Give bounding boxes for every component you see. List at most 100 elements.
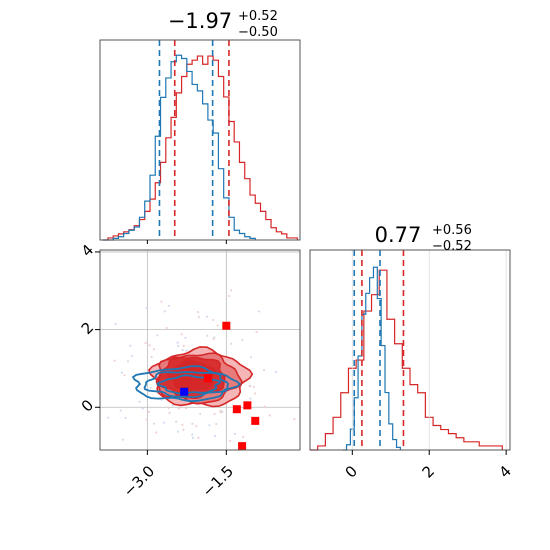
scatter-point bbox=[242, 435, 245, 439]
scatter-point bbox=[182, 428, 185, 432]
scatter-point bbox=[120, 371, 124, 374]
scatter-point bbox=[212, 337, 215, 341]
axes-frame-top bbox=[99, 39, 301, 241]
x-tick-label-right-1: 2 bbox=[419, 462, 438, 481]
scatter-point bbox=[252, 385, 255, 388]
scatter-point bbox=[107, 416, 110, 419]
scatter-point bbox=[171, 404, 174, 407]
x-tick-label-right-2: 4 bbox=[496, 462, 515, 481]
scatter-point bbox=[191, 436, 194, 440]
scatter-point bbox=[215, 422, 218, 426]
scatter-point bbox=[145, 306, 148, 309]
red-square-marker-2 bbox=[243, 401, 252, 410]
scatter-point bbox=[168, 411, 171, 415]
scatter-point bbox=[253, 392, 257, 395]
scatter-point bbox=[165, 326, 168, 330]
scatter-point bbox=[195, 425, 198, 428]
scatter-point bbox=[152, 348, 155, 351]
axes-frame-right bbox=[309, 249, 511, 451]
scatter-point bbox=[163, 310, 166, 313]
scatter-point bbox=[124, 416, 127, 419]
scatter-point bbox=[121, 438, 125, 441]
blue-histogram-param1 bbox=[102, 54, 256, 241]
scatter-point bbox=[155, 431, 158, 434]
scatter-point bbox=[181, 423, 184, 426]
x-tick-label-right-0: 0 bbox=[342, 462, 361, 481]
scatter-point bbox=[167, 304, 170, 307]
title-param2: 0.77 bbox=[375, 223, 422, 247]
scatter-point bbox=[126, 360, 130, 363]
y-tick-label-joint-1: 2 bbox=[78, 318, 97, 337]
scatter-point bbox=[156, 334, 159, 337]
scatter-point bbox=[213, 434, 217, 437]
scatter-point bbox=[249, 385, 252, 388]
scatter-point bbox=[230, 342, 233, 345]
x-tick-label-joint-1: −1.5 bbox=[199, 462, 237, 500]
scatter-point bbox=[129, 344, 132, 347]
scatter-point bbox=[148, 344, 151, 347]
scatter-point bbox=[216, 324, 219, 327]
red-histogram-param1 bbox=[102, 55, 298, 241]
scatter-point bbox=[191, 433, 194, 436]
scatter-point bbox=[176, 430, 180, 433]
red-square-marker-0 bbox=[222, 321, 231, 330]
scatter-point bbox=[229, 439, 232, 442]
scatter-point bbox=[199, 412, 202, 416]
scatter-point bbox=[255, 330, 258, 334]
scatter-point bbox=[249, 397, 252, 400]
scatter-point bbox=[213, 412, 216, 416]
scatter-point bbox=[249, 356, 253, 359]
scatter-point bbox=[293, 417, 296, 421]
scatter-point bbox=[160, 300, 163, 303]
scatter-point bbox=[181, 348, 184, 352]
scatter-point bbox=[197, 436, 200, 439]
scatter-point bbox=[205, 315, 209, 318]
scatter-point bbox=[263, 405, 266, 408]
scatter-point bbox=[153, 422, 156, 425]
scatter-point bbox=[180, 333, 183, 336]
scatter-point bbox=[196, 310, 200, 314]
scatter-point bbox=[241, 338, 244, 341]
scatter-point bbox=[233, 432, 237, 435]
blue-histogram-param2 bbox=[342, 266, 401, 451]
scatter-point bbox=[184, 336, 187, 339]
scatter-point bbox=[138, 400, 141, 403]
red-square-marker-5 bbox=[238, 442, 247, 451]
x-tick-label-joint-0: −3.0 bbox=[120, 462, 158, 500]
scatter-point bbox=[176, 341, 179, 344]
scatter-point bbox=[130, 354, 134, 357]
scatter-point bbox=[228, 294, 231, 298]
blue-contour-0 bbox=[131, 365, 242, 403]
scatter-point bbox=[114, 322, 117, 325]
scatter-point bbox=[144, 341, 147, 345]
scatter-point bbox=[262, 368, 266, 372]
scatter-point bbox=[113, 359, 116, 362]
scatter-point bbox=[141, 407, 144, 410]
axes-frame-joint bbox=[99, 249, 301, 451]
scatter-point bbox=[230, 289, 233, 292]
scatter-point bbox=[219, 409, 222, 412]
scatter-point bbox=[268, 414, 271, 417]
scatter-point bbox=[182, 344, 185, 348]
title-param1: −1.97 bbox=[168, 9, 232, 33]
y-tick-label-joint-0: 0 bbox=[78, 396, 97, 415]
title-param2-upper: +0.56 bbox=[432, 223, 472, 238]
title-param1-upper: +0.52 bbox=[238, 9, 278, 24]
scatter-point bbox=[119, 409, 122, 412]
scatter-point bbox=[184, 407, 188, 410]
panel-param1-histogram: −1.97 +0.52−0.50 bbox=[99, 9, 301, 244]
scatter-point bbox=[212, 318, 215, 322]
scatter-point bbox=[185, 349, 188, 352]
scatter-point bbox=[150, 355, 153, 359]
red-square-marker-1 bbox=[203, 374, 212, 383]
scatter-point bbox=[257, 310, 261, 313]
scatter-point bbox=[163, 421, 166, 424]
red-square-marker-3 bbox=[232, 405, 241, 414]
scatter-point bbox=[145, 418, 148, 421]
y-tick-label-joint-2: 4 bbox=[78, 241, 97, 260]
scatter-point bbox=[149, 386, 152, 390]
scatter-point bbox=[177, 407, 180, 410]
scatter-point bbox=[177, 344, 180, 348]
red-square-marker-4 bbox=[251, 416, 260, 425]
